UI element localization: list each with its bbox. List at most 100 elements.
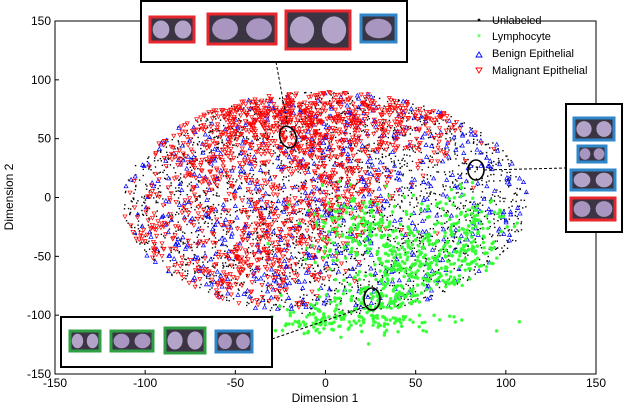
point-benign-epithelial [368, 93, 374, 99]
point-unlabeled [458, 208, 461, 210]
point-malignant-epithelial [326, 127, 332, 132]
point-unlabeled [188, 210, 190, 212]
point-malignant-epithelial [446, 140, 452, 146]
point-unlabeled [446, 210, 449, 212]
point-unlabeled [398, 230, 401, 232]
point-malignant-epithelial [255, 242, 261, 248]
point-unlabeled [388, 119, 391, 122]
point-unlabeled [214, 214, 216, 217]
point-unlabeled [368, 284, 370, 286]
point-unlabeled [297, 200, 300, 202]
point-unlabeled [286, 244, 288, 246]
point-malignant-epithelial [332, 171, 338, 177]
point-unlabeled [176, 211, 178, 213]
point-benign-epithelial [242, 154, 248, 160]
point-unlabeled [390, 157, 392, 160]
point-malignant-epithelial [263, 231, 269, 236]
point-unlabeled [195, 206, 198, 208]
point-benign-epithelial [506, 181, 512, 186]
point-unlabeled [415, 185, 417, 187]
point-malignant-epithelial [231, 193, 237, 198]
point-unlabeled [335, 157, 337, 160]
point-malignant-epithelial [246, 129, 252, 135]
point-unlabeled [330, 184, 332, 187]
point-unlabeled [363, 291, 365, 293]
point-unlabeled [277, 266, 279, 268]
point-unlabeled [499, 200, 501, 202]
point-unlabeled [263, 298, 266, 301]
point-malignant-epithelial [275, 128, 281, 134]
point-malignant-epithelial [220, 270, 227, 276]
point-malignant-epithelial [338, 130, 344, 136]
point-unlabeled [393, 162, 395, 164]
point-malignant-epithelial [272, 258, 278, 263]
point-benign-epithelial [212, 222, 218, 227]
point-malignant-epithelial [331, 98, 337, 103]
point-malignant-epithelial [199, 228, 205, 234]
point-unlabeled [472, 142, 475, 144]
point-unlabeled [314, 180, 316, 182]
point-unlabeled [209, 121, 211, 124]
point-benign-epithelial [303, 301, 309, 307]
point-unlabeled [438, 286, 441, 289]
point-malignant-epithelial [328, 143, 334, 149]
point-malignant-epithelial [270, 262, 277, 268]
point-malignant-epithelial [224, 282, 231, 287]
point-malignant-epithelial [340, 194, 346, 200]
point-unlabeled [464, 162, 466, 164]
point-benign-epithelial [478, 163, 484, 168]
point-malignant-epithelial [307, 127, 313, 133]
point-unlabeled [214, 267, 216, 269]
point-unlabeled [263, 208, 266, 210]
point-unlabeled [259, 205, 262, 208]
point-malignant-epithelial [275, 240, 281, 245]
point-unlabeled [177, 190, 179, 192]
point-lymphocyte [463, 268, 468, 272]
point-malignant-epithelial [224, 175, 230, 180]
point-benign-epithelial [328, 210, 334, 216]
point-lymphocyte [484, 265, 489, 269]
point-lymphocyte [456, 278, 461, 282]
point-unlabeled [272, 162, 274, 165]
point-malignant-epithelial [234, 137, 240, 143]
point-unlabeled [301, 212, 304, 215]
point-unlabeled [387, 270, 389, 272]
point-unlabeled [466, 279, 469, 282]
point-malignant-epithelial [245, 237, 251, 243]
point-malignant-epithelial [431, 150, 437, 156]
point-unlabeled [349, 103, 351, 105]
point-unlabeled [125, 219, 128, 222]
point-unlabeled [401, 242, 403, 245]
point-malignant-epithelial [225, 151, 231, 156]
point-benign-epithelial [296, 279, 302, 284]
point-unlabeled [183, 134, 185, 136]
point-unlabeled [402, 173, 405, 175]
point-benign-epithelial [302, 189, 308, 195]
point-unlabeled [266, 230, 268, 232]
point-lymphocyte [464, 243, 468, 247]
point-unlabeled [384, 207, 386, 210]
point-unlabeled [394, 240, 396, 243]
point-malignant-epithelial [242, 248, 248, 254]
point-unlabeled [334, 248, 337, 251]
point-unlabeled [417, 223, 419, 226]
point-unlabeled [356, 282, 359, 285]
point-malignant-epithelial [293, 156, 300, 162]
point-malignant-epithelial [321, 91, 327, 97]
point-unlabeled [196, 198, 198, 201]
point-unlabeled [232, 264, 235, 266]
point-unlabeled [335, 126, 337, 129]
point-unlabeled [325, 186, 328, 188]
point-unlabeled [280, 210, 282, 213]
point-lymphocyte [427, 262, 432, 266]
point-benign-epithelial [286, 295, 292, 300]
point-unlabeled [411, 129, 414, 131]
point-unlabeled [190, 206, 193, 209]
point-unlabeled [181, 269, 184, 271]
point-unlabeled [525, 192, 527, 194]
point-unlabeled [364, 271, 367, 273]
point-malignant-epithelial [379, 107, 385, 113]
point-unlabeled [417, 146, 420, 148]
point-unlabeled [270, 211, 273, 213]
point-unlabeled [289, 275, 291, 278]
